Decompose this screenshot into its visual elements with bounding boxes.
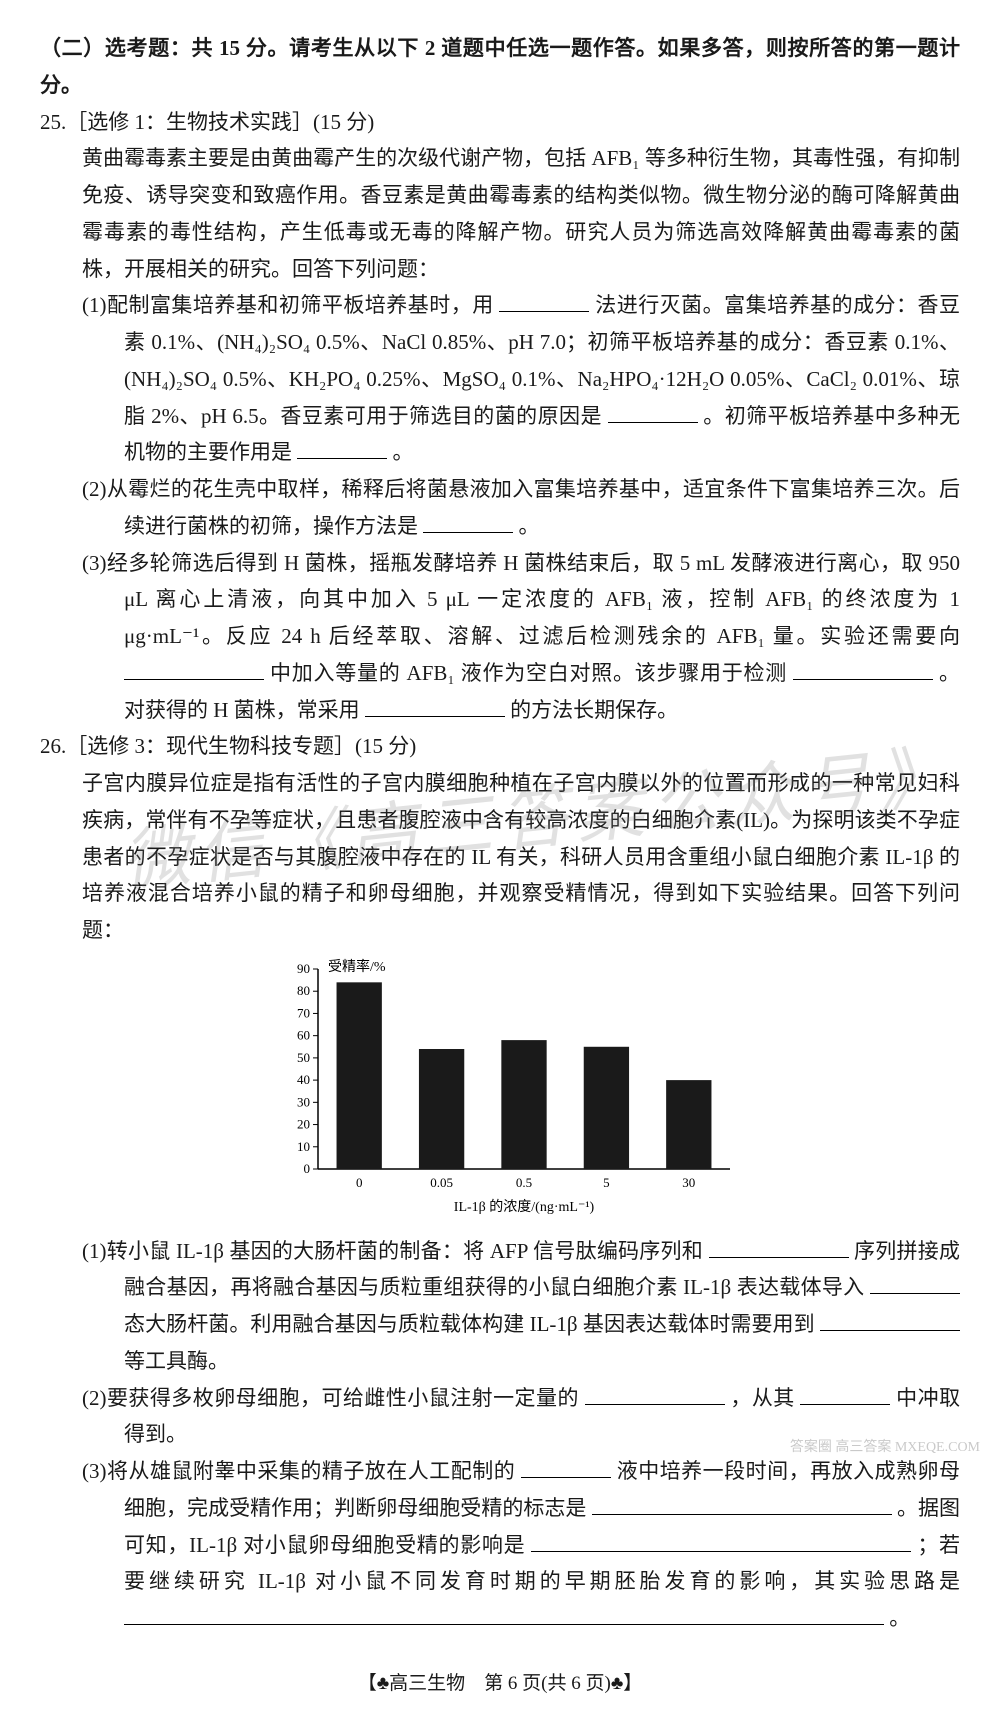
q26-p3-text-e: 。	[889, 1606, 910, 1630]
blank	[297, 437, 387, 459]
q26-p2-text-b: ，从其	[730, 1386, 794, 1410]
q26-part1: (1)转小鼠 IL-1β 基因的大肠杆菌的制备：将 AFP 信号肽编码序列和 序…	[124, 1233, 960, 1380]
blank	[800, 1383, 890, 1405]
blank	[521, 1456, 611, 1478]
svg-text:0: 0	[304, 1161, 311, 1176]
q26-p3-text-a: (3)将从雄鼠附睾中采集的精子放在人工配制的	[82, 1459, 515, 1483]
q25-p2-text-b: 。	[519, 514, 540, 538]
svg-text:30: 30	[297, 1094, 310, 1109]
svg-text:70: 70	[297, 1005, 310, 1020]
blank	[365, 695, 505, 717]
svg-text:50: 50	[297, 1050, 310, 1065]
svg-text:30: 30	[682, 1175, 695, 1190]
svg-text:0: 0	[356, 1175, 363, 1190]
blank	[793, 658, 933, 680]
blank	[608, 401, 698, 423]
q25-part3: (3)经多轮筛选后得到 H 菌株，摇瓶发酵培养 H 菌株结束后，取 5 mL 发…	[124, 545, 960, 729]
corner-watermark: 答案圈 高三答案 MXEQE.COM	[790, 1440, 980, 1457]
q26-p1-text-a: (1)转小鼠 IL-1β 基因的大肠杆菌的制备：将 AFP 信号肽编码序列和	[82, 1239, 703, 1263]
q25-p1-text-d: 。	[393, 440, 414, 464]
blank	[124, 1603, 884, 1625]
svg-text:20: 20	[297, 1116, 310, 1131]
svg-text:40: 40	[297, 1072, 310, 1087]
blank	[124, 658, 264, 680]
q26-p1-text-d: 等工具酶。	[124, 1349, 229, 1373]
section-heading: （二）选考题：共 15 分。请考生从以下 2 道题中任选一题作答。如果多答，则按…	[40, 30, 960, 104]
q25-part2: (2)从霉烂的花生壳中取样，稀释后将菌悬液加入富集培养基中，适宜条件下富集培养三…	[124, 471, 960, 545]
bar-chart-svg: 0 10 20 30 40 50 60 70 80 90 受精率/% 0 0.05 0.5 5 30 IL-1β…	[260, 957, 740, 1217]
svg-text:10: 10	[297, 1139, 310, 1154]
page-footer: 【♣高三生物 第 6 页(共 6 页)♣】	[40, 1667, 960, 1700]
q25-p3-text-a: (3)经多轮筛选后得到 H 菌株，摇瓶发酵培养 H 菌株结束后，取 5 mL 发…	[82, 551, 960, 649]
blank	[709, 1236, 849, 1258]
q25-p3-text-b: 中加入等量的 AFB₁ 液作为空白对照。该步骤用于检测	[270, 661, 787, 685]
q26-intro: 子宫内膜异位症是指有活性的子宫内膜细胞种植在子宫内膜以外的位置而形成的一种常见妇…	[82, 765, 960, 949]
svg-text:90: 90	[297, 961, 310, 976]
blank	[820, 1309, 960, 1331]
q26-title: 26.［选修 3：现代生物科技专题］(15 分)	[40, 728, 960, 765]
q25-part1: (1)配制富集培养基和初筛平板培养基时，用 法进行灭菌。富集培养基的成分：香豆素…	[124, 287, 960, 471]
q25-p3-text-d: 的方法长期保存。	[510, 698, 678, 722]
blank	[531, 1530, 911, 1552]
q26-p1-text-c: 态大肠杆菌。利用融合基因与质粒载体构建 IL-1β 基因表达载体时需要用到	[124, 1312, 815, 1336]
q25-title: 25.［选修 1：生物技术实践］(15 分)	[40, 104, 960, 141]
svg-text:0.05: 0.05	[430, 1175, 453, 1190]
blank	[592, 1493, 892, 1515]
svg-text:0.5: 0.5	[516, 1175, 532, 1190]
blank	[585, 1383, 725, 1405]
q26-p2-text-a: (2)要获得多枚卵母细胞，可给雌性小鼠注射一定量的	[82, 1386, 579, 1410]
blank	[870, 1272, 960, 1294]
svg-text:IL-1β 的浓度/(ng·mL⁻¹): IL-1β 的浓度/(ng·mL⁻¹)	[454, 1199, 595, 1215]
blank	[423, 511, 513, 533]
q25-intro: 黄曲霉毒素主要是由黄曲霉产生的次级代谢产物，包括 AFB₁ 等多种衍生物，其毒性…	[82, 140, 960, 287]
svg-text:受精率/%: 受精率/%	[328, 958, 386, 975]
q26-part3: (3)将从雄鼠附睾中采集的精子放在人工配制的 液中培养一段时间，再放入成熟卵母细…	[124, 1453, 960, 1637]
svg-text:80: 80	[297, 983, 310, 998]
svg-text:60: 60	[297, 1027, 310, 1042]
svg-text:5: 5	[603, 1175, 610, 1190]
q25-p1-text-a: (1)配制富集培养基和初筛平板培养基时，用	[82, 293, 494, 317]
fertilization-chart: 0 10 20 30 40 50 60 70 80 90 受精率/% 0 0.05 0.5 5 30 IL-1β…	[260, 957, 740, 1229]
blank	[499, 290, 589, 312]
